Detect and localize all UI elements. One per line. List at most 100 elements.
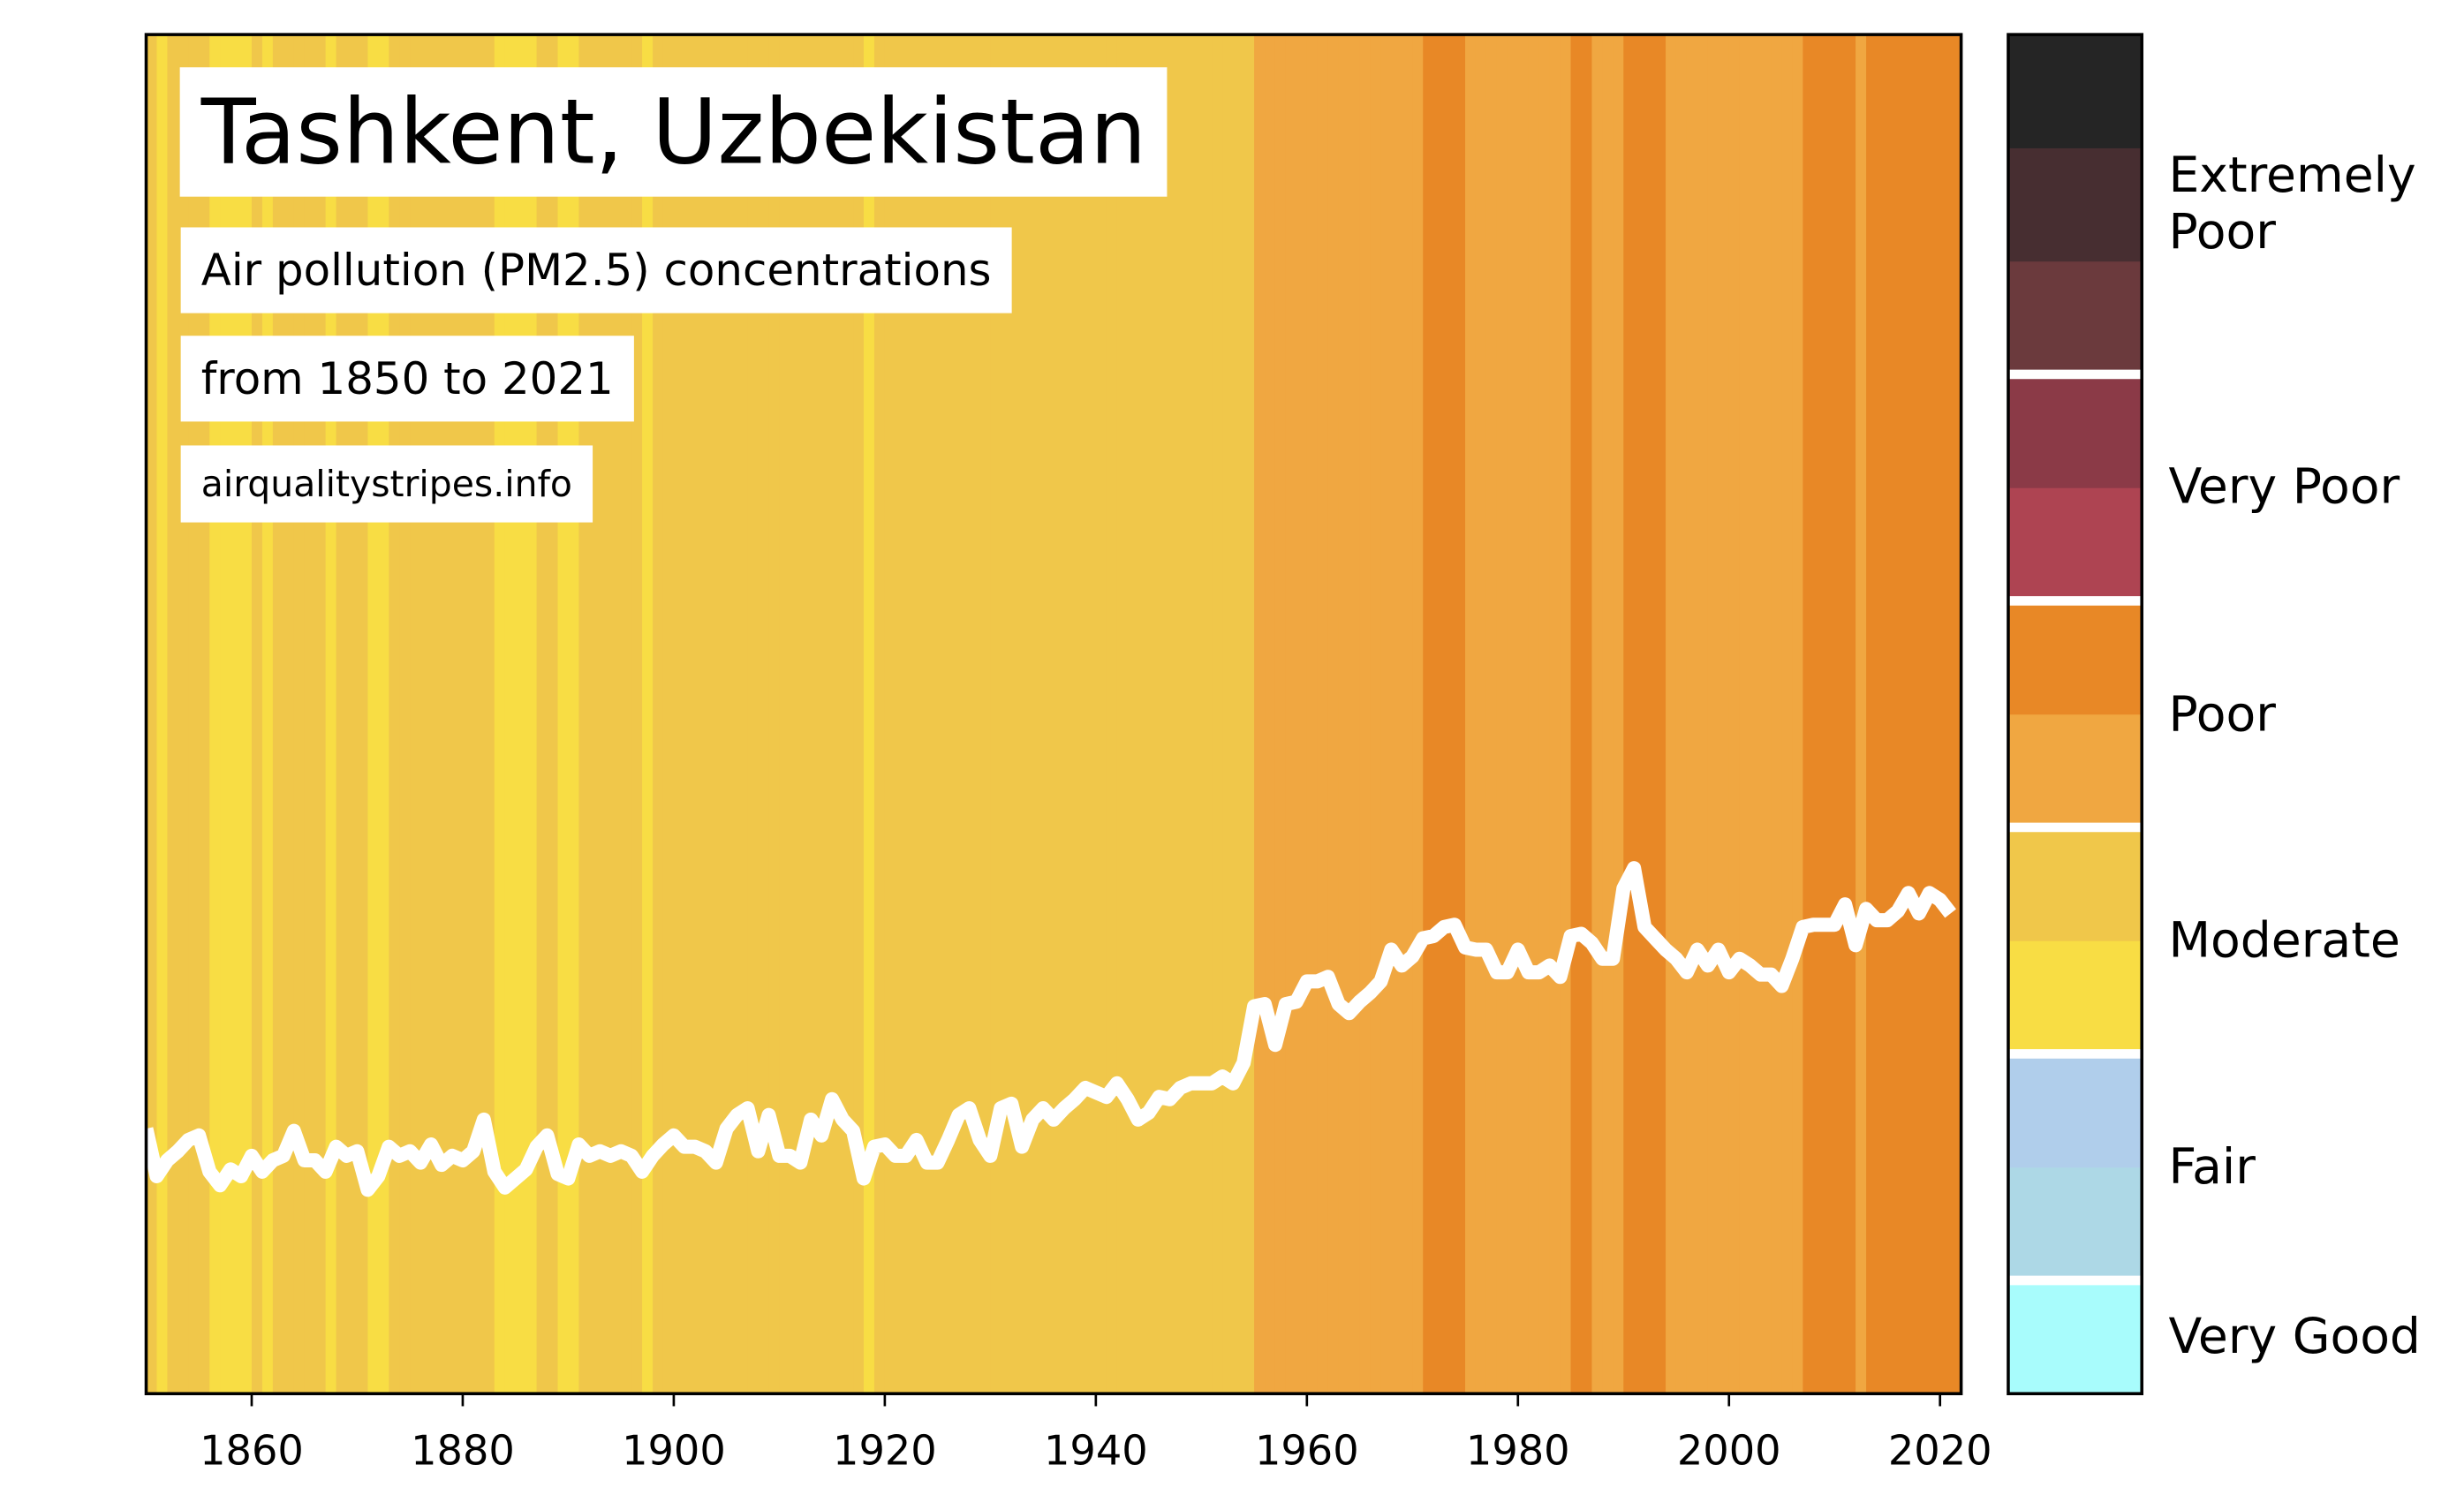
stripe [1190, 34, 1203, 1394]
stripe [1591, 34, 1604, 1394]
stripe [1750, 34, 1762, 1394]
stripe [1581, 34, 1593, 1394]
stripe [843, 34, 854, 1394]
stripe [1856, 34, 1867, 1394]
stripe [1634, 34, 1645, 1394]
stripe [1054, 34, 1065, 1394]
stripe [1929, 34, 1941, 1394]
x-tick-label: 1940 [1044, 1426, 1148, 1474]
stripe [1265, 34, 1276, 1394]
stripe [1950, 34, 1962, 1394]
x-tick-label: 1880 [411, 1426, 515, 1474]
stripe [1022, 34, 1033, 1394]
stripe [1032, 34, 1044, 1394]
stripe [662, 34, 675, 1394]
stripe [1349, 34, 1361, 1394]
stripe [948, 34, 960, 1394]
colorbar-label-box: Very Poor [2168, 459, 2400, 516]
stripe [1813, 34, 1825, 1394]
stripe [1285, 34, 1297, 1394]
stripe [156, 34, 169, 1394]
colorbar-block [2007, 1053, 2143, 1168]
colorbar-label-wrap: Poor [2168, 652, 2464, 777]
stripe [1380, 34, 1393, 1394]
stripe [758, 34, 770, 1394]
colorbar-label-wrap: Fair [2168, 1105, 2464, 1230]
stripe [1359, 34, 1372, 1394]
stripe [1517, 34, 1530, 1394]
stripe [1834, 34, 1846, 1394]
stripe [1148, 34, 1160, 1394]
stripe [1444, 34, 1455, 1394]
stripe [1391, 34, 1403, 1394]
stripe [1233, 34, 1244, 1394]
stripe [1666, 34, 1677, 1394]
stripe [1697, 34, 1709, 1394]
stripe [1338, 34, 1350, 1394]
stripe [1528, 34, 1540, 1394]
stripe [1686, 34, 1698, 1394]
stripe [1602, 34, 1614, 1394]
colorbar-label-wrap: Very Good [2168, 1274, 2464, 1400]
colorbar-label-box: Extremely Poor [2168, 141, 2464, 267]
stripe [1423, 34, 1434, 1394]
stripe [1475, 34, 1487, 1394]
colorbar-label-box: Very Good [2168, 1274, 2464, 1400]
stripe [811, 34, 822, 1394]
x-tick-label: 2000 [1677, 1426, 1781, 1474]
stripe [1897, 34, 1909, 1394]
stripe [642, 34, 654, 1394]
stripe [800, 34, 812, 1394]
x-tick-label: 1980 [1466, 1426, 1570, 1474]
label-box [180, 336, 634, 422]
colorbar-block [2007, 34, 2143, 148]
stripe [1792, 34, 1804, 1394]
colorbar-label-box: Fair [2168, 1105, 2464, 1230]
stripe [1402, 34, 1413, 1394]
stripe [1243, 34, 1255, 1394]
pollution-line [146, 861, 1956, 1197]
chart-subtitle: Air pollution (PM2.5) concentrations [201, 245, 992, 296]
stripe [1370, 34, 1382, 1394]
stripe [1877, 34, 1888, 1394]
stripe [895, 34, 907, 1394]
stripe [821, 34, 833, 1394]
stripe [990, 34, 1002, 1394]
stripe [1306, 34, 1319, 1394]
stripe [1274, 34, 1287, 1394]
stripe [694, 34, 707, 1394]
stripe [1507, 34, 1519, 1394]
stripe [1222, 34, 1234, 1394]
stripe [1412, 34, 1424, 1394]
colorbar-label: Very Good [2168, 1309, 2421, 1366]
stripe [673, 34, 685, 1394]
colorbar-label: Extremely Poor [2168, 147, 2416, 261]
stripe [1939, 34, 1952, 1394]
colorbar-label-wrap: Extremely Poor [2168, 141, 2464, 267]
stripe [768, 34, 781, 1394]
stripe [1866, 34, 1878, 1394]
stripe [1317, 34, 1329, 1394]
stripe [1560, 34, 1572, 1394]
stripe [790, 34, 802, 1394]
x-tick-label: 1920 [833, 1426, 937, 1474]
chart-subtitle: from 1850 to 2021 [201, 353, 614, 404]
stripe [1613, 34, 1624, 1394]
stripe [1707, 34, 1720, 1394]
stripe [684, 34, 696, 1394]
stripe [1718, 34, 1730, 1394]
stripe [167, 34, 179, 1394]
stripe [1465, 34, 1477, 1394]
stripe [1254, 34, 1266, 1394]
stripe [1296, 34, 1308, 1394]
stripe [737, 34, 749, 1394]
stripe [1001, 34, 1012, 1394]
chart-title: Tashkent, Uzbekistan [200, 79, 1147, 184]
stripe [726, 34, 738, 1394]
stripe [958, 34, 971, 1394]
stripe [1485, 34, 1498, 1394]
colorbar-block [2007, 147, 2143, 262]
stripe [1739, 34, 1751, 1394]
stripe [1728, 34, 1741, 1394]
